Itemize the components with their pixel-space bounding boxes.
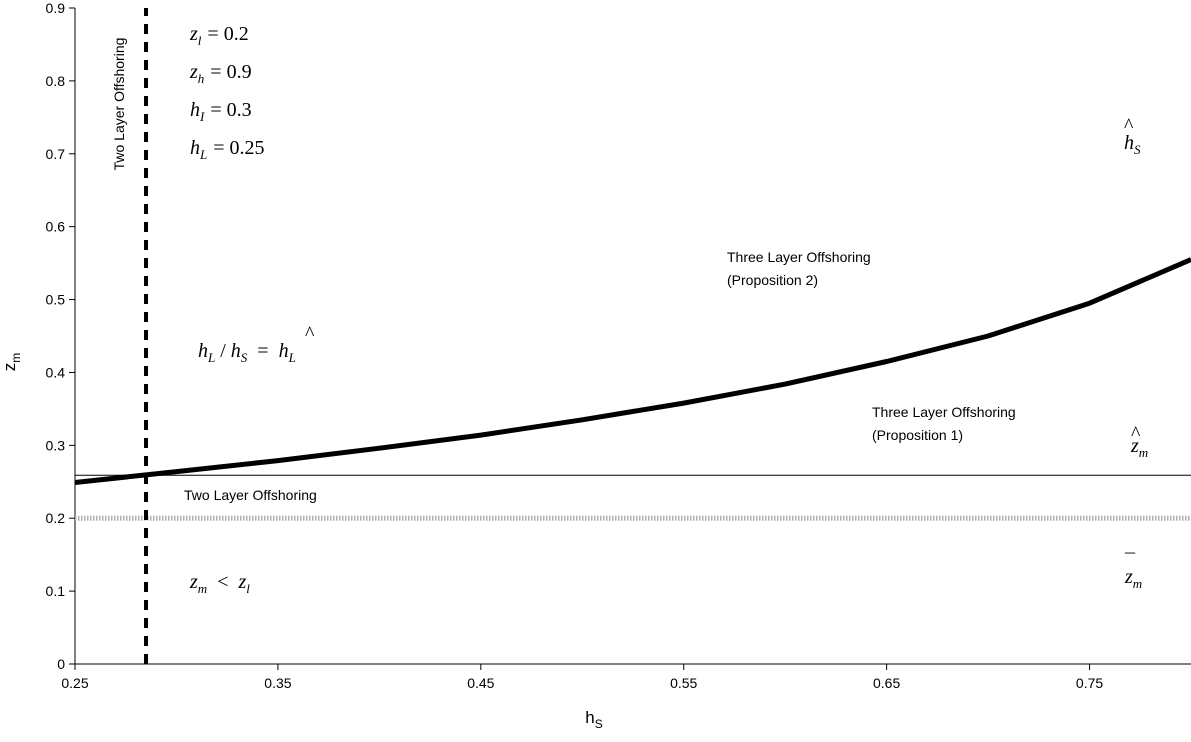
two-layer-label: Two Layer Offshoring [184, 487, 317, 503]
x-tick-label: 0.75 [1076, 675, 1103, 691]
y-tick-label: 0.5 [46, 292, 66, 308]
ratio-label-hat: ^ [305, 323, 315, 345]
ratio-label: hL / hS = hL [198, 340, 296, 365]
y-tick-label: 0.4 [46, 364, 66, 380]
y-axis-title-sub: m [9, 353, 23, 363]
x-axis-title: hS [585, 708, 602, 731]
hhat-curve [75, 260, 1191, 483]
x-tick-label: 0.55 [670, 675, 697, 691]
param-hI: hI = 0.3 [190, 99, 252, 124]
three-layer-p2-line1: Three Layer Offshoring [727, 249, 871, 265]
y-tick-label: 0.2 [46, 510, 66, 526]
zbar-m-accent: ¯ [1124, 551, 1136, 573]
y-tick-label: 0.6 [46, 219, 66, 235]
y-tick-label: 0.1 [46, 583, 66, 599]
y-tick-label: 0 [57, 656, 65, 672]
y-tick-label: 0.8 [46, 73, 66, 89]
y-axis-title: zm [0, 353, 23, 372]
parameter-list: zl = 0.2 zh = 0.9 hI = 0.3 hL = 0.25 [189, 23, 265, 162]
three-layer-p2-line2: (Proposition 2) [727, 272, 818, 288]
hhat-s-accent: ^ [1124, 115, 1134, 137]
x-tick-label: 0.35 [264, 675, 291, 691]
x-axis-title-sub: S [595, 717, 603, 731]
zhat-m-accent: ^ [1131, 423, 1141, 445]
y-tick-label: 0.3 [46, 437, 66, 453]
param-zl: zl = 0.2 [189, 23, 249, 48]
zm-less-than-zl: zm < zl [189, 571, 250, 596]
three-layer-p1-line2: (Proposition 1) [872, 427, 963, 443]
y-tick-label: 0.9 [46, 0, 66, 16]
param-hL: hL = 0.25 [190, 137, 265, 162]
x-tick-label: 0.25 [61, 675, 88, 691]
x-tick-label: 0.45 [467, 675, 494, 691]
x-tick-label: 0.65 [873, 675, 900, 691]
param-zh: zh = 0.9 [189, 61, 252, 86]
y-tick-label: 0.7 [46, 146, 66, 162]
two-layer-vertical-label: Two Layer Offshoring [111, 38, 127, 171]
three-layer-p1-line1: Three Layer Offshoring [872, 404, 1016, 420]
